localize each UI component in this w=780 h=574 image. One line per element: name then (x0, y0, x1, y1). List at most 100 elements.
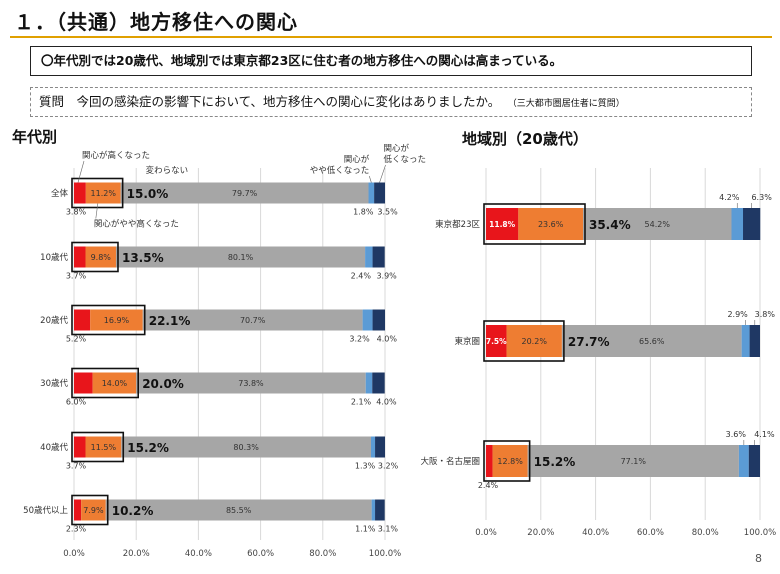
question-box: 質問 今回の感染症の影響下において、地方移住への関心に変化はありましたか。 （三大… (30, 87, 752, 117)
region-combined-label: 35.4% (589, 218, 631, 232)
headline-text: 〇年代別では20歳代、地域別では東京都23区に住む者の地方移住への関心は高まって… (41, 53, 563, 68)
age-data-label-low: 4.0% (377, 335, 398, 344)
age-data-label-unchanged: 70.7% (240, 316, 266, 325)
age-bar-unchanged (136, 372, 366, 394)
age-bar-somewhat_high (85, 436, 122, 458)
age-data-label-unchanged: 79.7% (232, 189, 258, 198)
region-tick-label: 0.0% (475, 528, 497, 538)
region-bar-low (743, 208, 761, 240)
age-highlight-box (71, 494, 109, 526)
age-bar-somewhat_high (92, 372, 137, 394)
age-combined-label: 20.0% (142, 377, 184, 391)
age-highlight-box (71, 304, 146, 336)
region-bar-somewhat_high (518, 208, 583, 240)
age-data-label-somewhat-high: 11.2% (91, 189, 117, 198)
age-combined-label: 10.2% (112, 504, 154, 518)
age-data-label-high: 6.0% (66, 398, 87, 407)
age-chart-title: 年代別 (12, 128, 58, 146)
region-bar-high (486, 325, 507, 357)
age-bar-low (375, 499, 385, 521)
age-data-label-unchanged: 73.8% (238, 379, 264, 388)
region-highlight-box (483, 203, 586, 245)
region-data-label-unchanged: 65.6% (639, 337, 665, 346)
age-bar-somewhat_low (368, 182, 375, 204)
age-tick-label: 20.0% (123, 549, 150, 559)
age-category-label: 10歳代 (40, 252, 68, 263)
age-data-label-somewhat-high: 11.5% (91, 443, 117, 452)
age-bar-unchanged (115, 246, 366, 268)
age-data-label-somewhat-high: 14.0% (102, 379, 128, 388)
age-bar-low (374, 182, 385, 204)
age-category-label: 50歳代以上 (23, 505, 68, 516)
age-category-label: 30歳代 (40, 378, 68, 389)
age-series-label-somewhat-low-2: やや低くなった (310, 165, 370, 176)
age-bar-somewhat_high (85, 182, 121, 204)
region-data-label-somewhat-low: 2.9% (727, 310, 748, 319)
age-data-label-low: 4.0% (376, 398, 397, 407)
age-bar-somewhat_low (362, 309, 373, 331)
question-text: 質問 今回の感染症の影響下において、地方移住への関心に変化はありましたか。 (39, 94, 501, 109)
age-bar-unchanged (105, 499, 372, 521)
region-combined-label: 15.2% (534, 455, 576, 469)
region-data-label-somewhat-low: 4.2% (719, 193, 740, 202)
region-chart-title: 地域別（20歳代） (462, 130, 588, 148)
age-data-label-somewhat-low: 1.8% (353, 208, 374, 217)
age-tick-label: 60.0% (247, 549, 274, 559)
region-bar-unchanged (582, 208, 732, 240)
age-highlight-box (71, 431, 125, 463)
age-series-label-low: 関心が (384, 143, 410, 154)
age-bar-somewhat_high (81, 499, 106, 521)
region-data-label-somewhat-high: 20.2% (522, 337, 548, 346)
region-category-label: 東京圏 (454, 336, 480, 347)
age-data-label-somewhat-high: 16.9% (104, 316, 130, 325)
age-data-label-unchanged: 80.3% (233, 443, 259, 452)
region-data-label-low: 6.3% (751, 193, 772, 202)
age-bar-somewhat_high (85, 246, 116, 268)
region-bar-somewhat_low (731, 208, 744, 240)
region-tick-label: 100.0% (744, 528, 776, 538)
region-category-label: 大阪・名古屋圏 (420, 456, 480, 467)
age-data-label-somewhat-low: 2.4% (351, 272, 372, 281)
region-data-label-low: 3.8% (755, 310, 776, 319)
region-data-label-somewhat-high: 12.8% (497, 457, 523, 466)
age-data-label-low: 3.9% (376, 272, 397, 281)
age-data-label-high: 3.7% (66, 272, 87, 281)
age-series-label-low-2: 低くなった (384, 154, 427, 165)
region-bar-low (748, 445, 760, 477)
age-series-label-somewhat-low: 関心が (344, 154, 370, 165)
age-combined-label: 22.1% (149, 314, 191, 328)
age-data-label-unchanged: 80.1% (228, 253, 254, 262)
age-data-label-somewhat-low: 2.1% (351, 398, 372, 407)
age-bar-high (74, 246, 86, 268)
age-data-label-somewhat-low: 1.3% (355, 462, 376, 471)
age-bar-low (372, 246, 385, 268)
age-bar-unchanged (121, 436, 372, 458)
age-data-label-high: 3.8% (66, 208, 87, 217)
age-highlight-box (71, 367, 139, 399)
region-bar-unchanged (527, 445, 739, 477)
age-bar-high (74, 309, 91, 331)
age-bar-low (375, 436, 385, 458)
page-title: １．（共通）地方移住への関心 (14, 10, 298, 34)
age-data-label-low: 3.2% (378, 462, 399, 471)
region-bar-somewhat_low (741, 325, 750, 357)
age-bar-high (74, 182, 86, 204)
age-data-label-high: 3.7% (66, 462, 87, 471)
region-data-label-high: 2.4% (478, 481, 499, 490)
region-bar-unchanged (561, 325, 742, 357)
age-category-label: 40歳代 (40, 442, 68, 453)
region-bar-somewhat_high (492, 445, 528, 477)
age-bar-somewhat_high (90, 309, 143, 331)
region-combined-label: 27.7% (568, 335, 610, 349)
age-tick-label: 0.0% (63, 549, 85, 559)
age-bar-low (372, 372, 385, 394)
region-tick-label: 40.0% (582, 528, 609, 538)
title-underline (10, 36, 772, 38)
age-data-label-unchanged: 85.5% (226, 506, 252, 515)
age-category-label: 20歳代 (40, 315, 68, 326)
age-data-label-somewhat-high: 7.9% (83, 506, 104, 515)
age-leader-line (95, 203, 99, 219)
region-bar-high (486, 445, 493, 477)
region-tick-label: 20.0% (527, 528, 554, 538)
age-series-label-unchanged: 変わらない (146, 165, 189, 176)
